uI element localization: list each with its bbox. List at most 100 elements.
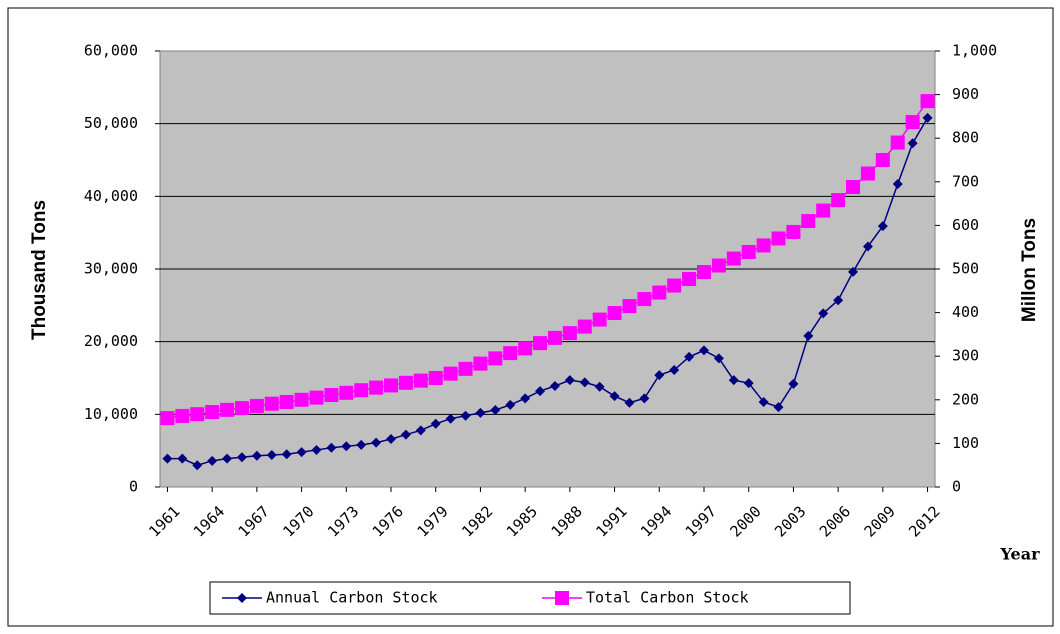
data-point bbox=[220, 402, 235, 417]
data-point bbox=[773, 402, 784, 413]
data-point bbox=[684, 351, 695, 362]
data-point bbox=[296, 447, 307, 458]
y2-tick-label: 900 bbox=[952, 85, 979, 103]
data-point bbox=[505, 399, 516, 410]
data-point bbox=[922, 112, 933, 123]
data-point bbox=[339, 385, 354, 400]
data-point bbox=[160, 411, 175, 426]
y2-axis-title: Millon Tons bbox=[1019, 218, 1040, 322]
y-tick-label: 10,000 bbox=[84, 405, 138, 423]
data-point bbox=[622, 299, 637, 314]
data-point bbox=[756, 238, 771, 253]
y2-tick-label: 0 bbox=[952, 478, 961, 496]
data-point bbox=[682, 272, 697, 287]
data-point bbox=[786, 224, 801, 239]
data-point bbox=[564, 375, 575, 386]
data-point bbox=[711, 258, 726, 273]
data-point bbox=[637, 292, 652, 307]
data-point bbox=[488, 351, 503, 366]
data-point bbox=[875, 153, 890, 167]
legend bbox=[209, 581, 851, 615]
data-point bbox=[758, 396, 769, 407]
data-point bbox=[251, 450, 262, 461]
data-point bbox=[577, 319, 592, 334]
data-point bbox=[443, 366, 458, 381]
data-point bbox=[741, 244, 756, 259]
data-point bbox=[771, 231, 786, 246]
y-tick-label: 20,000 bbox=[84, 332, 138, 350]
data-point bbox=[788, 378, 799, 389]
y-tick-label: 0 bbox=[129, 478, 138, 496]
data-point bbox=[190, 407, 205, 422]
data-point bbox=[907, 138, 918, 149]
data-point bbox=[475, 407, 486, 418]
data-point bbox=[311, 444, 322, 455]
data-point bbox=[833, 295, 844, 306]
data-point bbox=[413, 373, 428, 388]
y2-tick-label: 800 bbox=[952, 129, 979, 147]
y-axis-title: Thousand Tons bbox=[29, 200, 50, 340]
y2-tick-label: 400 bbox=[952, 303, 979, 321]
data-point bbox=[354, 383, 369, 398]
data-point bbox=[728, 375, 739, 386]
data-point bbox=[624, 397, 635, 408]
data-point bbox=[726, 251, 741, 266]
data-point bbox=[654, 370, 665, 381]
data-point bbox=[473, 356, 488, 371]
data-point bbox=[848, 266, 859, 277]
data-point bbox=[520, 393, 531, 404]
data-point bbox=[386, 434, 397, 445]
legend-marker bbox=[237, 593, 247, 603]
data-point bbox=[892, 178, 903, 189]
data-point bbox=[713, 353, 724, 364]
data-point bbox=[356, 439, 367, 450]
data-point bbox=[549, 380, 560, 391]
data-point bbox=[831, 193, 846, 208]
data-point bbox=[696, 265, 711, 280]
data-point bbox=[175, 408, 190, 423]
legend-marker bbox=[555, 591, 569, 605]
data-point bbox=[592, 312, 607, 327]
y2-tick-label: 700 bbox=[952, 172, 979, 190]
data-point bbox=[801, 214, 816, 229]
data-point bbox=[369, 380, 384, 395]
data-point bbox=[609, 391, 620, 402]
data-point bbox=[667, 278, 682, 293]
data-point bbox=[743, 378, 754, 389]
data-point bbox=[862, 241, 873, 252]
x-axis-title: Year bbox=[999, 545, 1040, 564]
y2-tick-label: 1,000 bbox=[952, 42, 997, 60]
data-point bbox=[535, 386, 546, 397]
data-point bbox=[222, 453, 233, 464]
y2-tick-label: 500 bbox=[952, 260, 979, 278]
data-point bbox=[460, 410, 471, 421]
data-point bbox=[458, 361, 473, 376]
data-point bbox=[607, 306, 622, 321]
data-point bbox=[281, 449, 292, 460]
series-line bbox=[167, 100, 929, 419]
data-point bbox=[860, 166, 875, 181]
data-point bbox=[877, 221, 888, 232]
y-tick-label: 50,000 bbox=[84, 114, 138, 132]
legend-label: Total Carbon Stock bbox=[586, 589, 749, 607]
data-point bbox=[533, 336, 548, 351]
data-point bbox=[266, 450, 277, 461]
data-point bbox=[562, 326, 577, 341]
data-point bbox=[818, 308, 829, 319]
data-point bbox=[177, 453, 188, 464]
legend-label: Annual Carbon Stock bbox=[266, 589, 438, 607]
data-point bbox=[518, 341, 533, 356]
data-point bbox=[371, 437, 382, 448]
data-point bbox=[279, 394, 294, 409]
data-point bbox=[652, 285, 667, 300]
y-tick-label: 60,000 bbox=[84, 42, 138, 60]
data-point bbox=[905, 115, 920, 130]
data-point bbox=[415, 425, 426, 436]
data-point bbox=[341, 441, 352, 452]
data-point bbox=[249, 398, 264, 413]
data-point bbox=[890, 135, 905, 150]
data-point bbox=[294, 392, 309, 407]
data-point bbox=[445, 413, 456, 424]
data-point bbox=[816, 203, 831, 218]
data-point bbox=[234, 401, 249, 416]
